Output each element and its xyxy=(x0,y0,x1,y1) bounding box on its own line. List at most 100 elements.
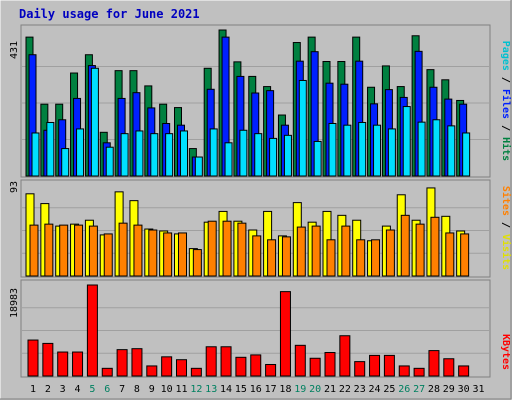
pages-bar xyxy=(31,132,40,177)
legend-kbytes: KBytes xyxy=(500,334,511,370)
kbytes-bar xyxy=(42,342,54,377)
x-tick-label: 29 xyxy=(443,384,455,395)
pages-bar xyxy=(417,121,426,177)
x-tick-label: 26 xyxy=(398,384,410,395)
sites-bar xyxy=(267,239,277,277)
kbytes-bar xyxy=(458,365,470,377)
x-tick-label: 3 xyxy=(60,384,66,395)
visits-panel-legend: Sites / Visits xyxy=(500,186,512,270)
kbytes-bar xyxy=(294,344,306,377)
kbytes-bar xyxy=(116,349,128,377)
kbytes-bar xyxy=(250,354,262,377)
pages-bar xyxy=(105,146,114,177)
x-tick-label: 1 xyxy=(30,384,36,395)
pages-bar xyxy=(239,129,248,177)
pages-bar xyxy=(46,121,55,177)
pages-bar xyxy=(447,125,456,177)
pages-bar xyxy=(402,106,411,177)
visits-ymax-label: 93 xyxy=(9,181,20,193)
pages-bar xyxy=(343,124,352,177)
pages-bar xyxy=(135,130,144,177)
sites-bar xyxy=(163,232,173,277)
kbytes-bar xyxy=(190,367,202,377)
x-tick-label: 9 xyxy=(149,384,155,395)
kbytes-bar xyxy=(205,346,217,377)
sites-bar xyxy=(445,232,455,277)
pages-bar xyxy=(387,128,396,177)
sites-bar xyxy=(133,224,143,277)
x-tick-label: 8 xyxy=(134,384,140,395)
legend-hits: Hits xyxy=(500,137,512,161)
x-tick-label: 16 xyxy=(250,384,262,395)
pages-bar xyxy=(180,130,188,177)
kbytes-bar xyxy=(72,351,84,377)
kbytes-bar xyxy=(131,348,143,377)
pages-bar xyxy=(150,133,159,177)
x-tick-label: 15 xyxy=(235,384,247,395)
x-tick-label: 17 xyxy=(265,384,277,395)
kbytes-bar xyxy=(265,363,277,377)
x-tick-label: 6 xyxy=(104,384,110,395)
legend-visits: Visits xyxy=(500,234,512,270)
sites-bar xyxy=(326,239,336,277)
hits-panel-legend: Pages / Files / Hits xyxy=(500,41,512,161)
sites-bar xyxy=(44,223,54,277)
pages-bar xyxy=(254,133,263,177)
x-tick-label: 31 xyxy=(472,384,484,395)
x-tick-label: 4 xyxy=(75,384,81,395)
x-tick-label: 12 xyxy=(190,384,202,395)
sites-bar xyxy=(103,233,113,277)
x-tick-label: 7 xyxy=(119,384,125,395)
x-tick-label: 30 xyxy=(458,384,470,395)
pages-bar xyxy=(61,148,70,177)
kbytes-bar xyxy=(235,356,247,377)
legend-pages: Pages xyxy=(500,41,511,71)
kbytes-bar xyxy=(443,358,455,377)
x-tick-label: 23 xyxy=(354,384,366,395)
sites-bar xyxy=(311,225,321,277)
x-tick-label: 10 xyxy=(161,384,173,395)
x-tick-label: 19 xyxy=(294,384,306,395)
kbytes-bar xyxy=(369,354,381,377)
pages-bar xyxy=(165,133,174,177)
kbytes-bar xyxy=(324,352,336,377)
x-tick-label: 21 xyxy=(324,384,336,395)
kbytes-bar xyxy=(428,350,440,377)
pages-bar xyxy=(76,128,85,177)
sites-bar xyxy=(252,235,262,277)
sites-bar xyxy=(74,224,84,277)
sites-bar xyxy=(222,220,232,277)
pages-bar xyxy=(462,132,471,177)
pages-bar xyxy=(373,124,382,177)
kbytes-bar xyxy=(146,365,158,377)
x-tick-label: 14 xyxy=(220,384,232,395)
hits-ymax-label: 431 xyxy=(9,41,20,59)
sites-bar xyxy=(430,216,440,277)
pages-bar xyxy=(90,67,99,177)
x-tick-label: 20 xyxy=(309,384,321,395)
pages-bar xyxy=(298,79,307,177)
kbytes-bar xyxy=(220,346,232,377)
x-tick-label: 18 xyxy=(279,384,291,395)
kbytes-bar xyxy=(57,351,69,377)
pages-bar xyxy=(269,137,278,177)
x-tick-label: 28 xyxy=(428,384,440,395)
x-tick-label: 27 xyxy=(413,384,425,395)
pages-bar xyxy=(120,133,129,177)
pages-bar xyxy=(209,128,218,177)
sites-bar xyxy=(385,229,395,277)
legend-sites: Sites xyxy=(500,186,512,216)
sites-bar xyxy=(400,214,410,277)
sites-bar xyxy=(207,220,217,277)
x-tick-label: 24 xyxy=(369,384,381,395)
sites-bar xyxy=(371,239,381,277)
sites-bar xyxy=(178,232,187,277)
x-tick-label: 25 xyxy=(383,384,395,395)
sites-bar xyxy=(296,226,306,277)
kbytes-bar xyxy=(176,359,187,377)
kbytes-bar xyxy=(309,357,321,377)
pages-bar xyxy=(194,156,203,177)
sites-bar xyxy=(118,222,128,277)
sites-bar xyxy=(192,249,202,277)
